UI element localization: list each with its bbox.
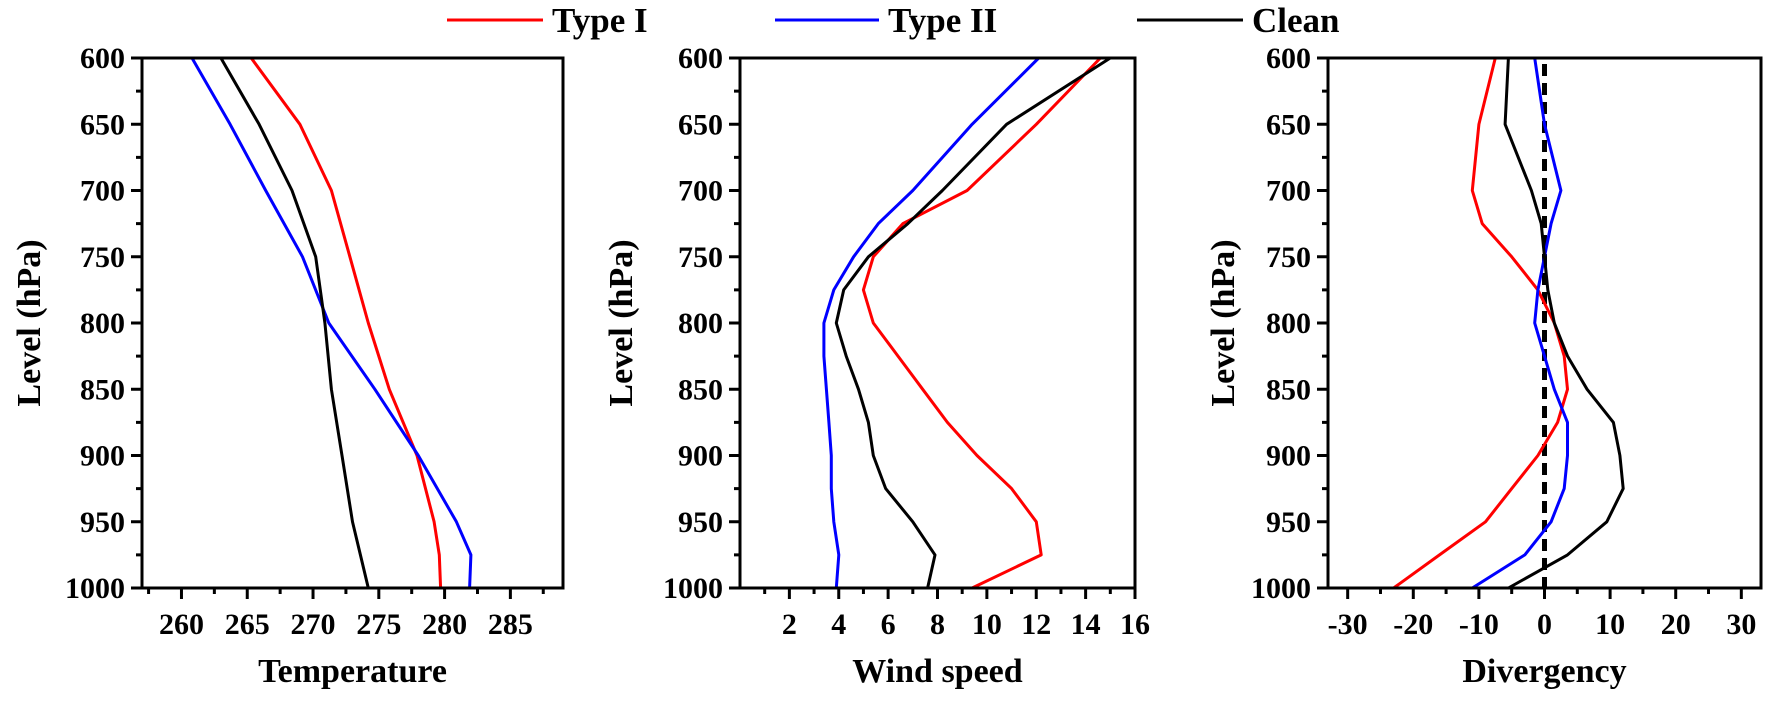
y-tick-label: 850 (80, 373, 125, 406)
x-tick-label: 30 (1726, 608, 1756, 641)
plot-frame (140, 56, 565, 590)
y-tick-label: 600 (80, 42, 125, 75)
series-line-type-ii (822, 56, 1040, 589)
legend-item: Type II (775, 1, 997, 40)
x-tick-label: 285 (488, 608, 533, 641)
x-tick-label: 2 (782, 608, 797, 641)
x-tick-label: 275 (356, 608, 401, 641)
x-tick-label: 0 (1537, 608, 1552, 641)
legend-item: Type I (447, 1, 648, 40)
x-tick-label: -30 (1328, 608, 1368, 641)
series-line-type-i (861, 56, 1102, 590)
series-line-type-ii (190, 57, 473, 589)
x-tick-label: 265 (225, 608, 270, 641)
y-tick-label: 800 (678, 307, 723, 340)
y-tick-label: 700 (1266, 175, 1311, 208)
y-tick-label: 1000 (1251, 572, 1311, 605)
y-axis-title: Level (hPa) (11, 239, 48, 406)
x-tick-label: 280 (422, 608, 467, 641)
y-tick-label: 800 (1266, 307, 1311, 340)
y-tick-label: 850 (1266, 373, 1311, 406)
y-tick-label: 650 (678, 108, 723, 141)
y-tick-label: 950 (80, 506, 125, 539)
x-tick-label: 10 (972, 608, 1002, 641)
y-tick-label: 950 (678, 506, 723, 539)
y-tick-label: 750 (678, 241, 723, 274)
y-tick-label: 600 (678, 42, 723, 75)
y-tick-label: 900 (80, 440, 125, 473)
y-tick-label: 650 (80, 108, 125, 141)
y-tick-label: 600 (1266, 42, 1311, 75)
x-tick-label: 270 (291, 608, 336, 641)
series-line-type-i (249, 57, 443, 589)
x-tick-label: 14 (1071, 608, 1101, 641)
plot-frame (738, 56, 1137, 590)
x-tick-label: 6 (881, 608, 896, 641)
y-tick-label: 850 (678, 373, 723, 406)
y-axis-title: Level (hPa) (1205, 239, 1242, 406)
y-tick-label: 800 (80, 307, 125, 340)
y-tick-label: 1000 (663, 572, 723, 605)
legend-item: Clean (1137, 1, 1340, 40)
x-axis-title: Wind speed (852, 653, 1022, 690)
series-line-type-ii (1471, 57, 1569, 590)
plot-frame (1326, 56, 1763, 590)
y-tick-label: 1000 (65, 572, 125, 605)
x-tick-label: -20 (1393, 608, 1433, 641)
x-axis-title: Divergency (1462, 653, 1626, 690)
y-tick-label: 900 (1266, 440, 1311, 473)
series-line-clean (834, 56, 1112, 589)
panel-1: 600 650 700 750 800 850 900 950 1000 260 265 270 275… (11, 42, 565, 690)
y-tick-label: 650 (1266, 108, 1311, 141)
x-tick-label: 4 (831, 608, 846, 641)
legend-label: Clean (1252, 1, 1340, 40)
y-tick-label: 900 (678, 440, 723, 473)
legend: Type I Type II Clean (447, 1, 1340, 40)
y-tick-label: 750 (1266, 241, 1311, 274)
y-axis-title: Level (hPa) (603, 239, 640, 406)
series-line-clean (1503, 57, 1625, 590)
x-axis-title: Temperature (258, 653, 447, 690)
legend-label: Type I (552, 1, 648, 40)
y-tick-label: 700 (678, 175, 723, 208)
x-tick-label: 20 (1661, 608, 1691, 641)
x-tick-label: 260 (159, 608, 204, 641)
y-tick-label: 950 (1266, 506, 1311, 539)
series-line-clean (219, 57, 370, 589)
legend-label: Type II (888, 1, 997, 40)
x-tick-label: -10 (1459, 608, 1499, 641)
x-tick-label: 12 (1021, 608, 1051, 641)
panel-3: 600 650 700 750 800 850 900 950 1000 -30 -20 -10 0 10… (1205, 42, 1763, 690)
x-tick-label: 16 (1120, 608, 1150, 641)
panel-2: 600 650 700 750 800 850 900 950 1000 2 4 6 8 10 12 14 16… (603, 42, 1150, 690)
y-tick-label: 750 (80, 241, 125, 274)
x-tick-label: 8 (930, 608, 945, 641)
series-line-type-i (1392, 57, 1569, 590)
y-tick-label: 700 (80, 175, 125, 208)
x-tick-label: 10 (1595, 608, 1625, 641)
